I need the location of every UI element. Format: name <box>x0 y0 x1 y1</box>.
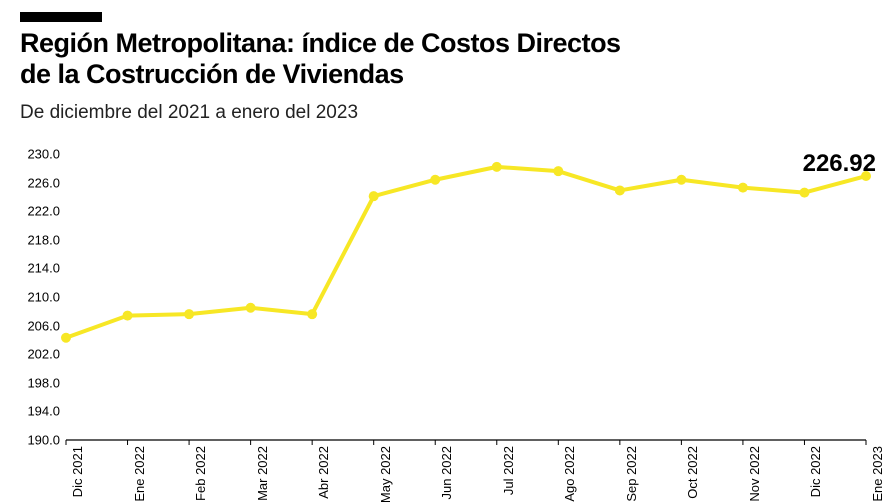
x-tick-label: Jul 2022 <box>501 446 516 495</box>
x-tick-label: Mar 2022 <box>255 446 270 501</box>
title-line-1: Región Metropolitana: índice de Costos D… <box>20 28 621 58</box>
title-line-2: de la Costrucción de Viviendas <box>20 59 404 89</box>
x-tick-label: Oct 2022 <box>685 446 700 499</box>
y-tick-label: 202.0 <box>27 347 60 362</box>
x-tick-label: Sep 2022 <box>624 446 639 502</box>
y-tick-label: 194.0 <box>27 404 60 419</box>
y-tick-label: 214.0 <box>27 261 60 276</box>
x-tick-label: Nov 2022 <box>747 446 762 502</box>
x-tick-label: May 2022 <box>378 446 393 503</box>
data-point <box>553 166 563 176</box>
data-point <box>738 183 748 193</box>
chart-subtitle: De diciembre del 2021 a enero del 2023 <box>20 102 876 124</box>
data-point <box>676 175 686 185</box>
data-point <box>799 188 809 198</box>
data-point <box>430 175 440 185</box>
y-tick-label: 222.0 <box>27 204 60 219</box>
y-tick-label: 190.0 <box>27 433 60 448</box>
x-tick-label: Ene 2022 <box>132 446 147 502</box>
x-tick-label: Ene 2023 <box>870 446 885 502</box>
y-tick-label: 198.0 <box>27 375 60 390</box>
x-tick-label: Abr 2022 <box>316 446 331 499</box>
data-point <box>246 303 256 313</box>
y-tick-label: 210.0 <box>27 290 60 305</box>
y-tick-label: 218.0 <box>27 232 60 247</box>
plot-area <box>66 150 866 440</box>
data-point <box>307 309 317 319</box>
y-tick-label: 230.0 <box>27 147 60 162</box>
x-tick-label: Jun 2022 <box>439 446 454 500</box>
final-value-callout: 226.92 <box>803 150 876 178</box>
chart-svg <box>66 150 866 440</box>
chart-title: Región Metropolitana: índice de Costos D… <box>20 28 876 90</box>
data-point <box>184 309 194 319</box>
y-tick-label: 206.0 <box>27 318 60 333</box>
x-axis: Dic 2021Ene 2022Feb 2022Mar 2022Abr 2022… <box>66 440 866 490</box>
data-point <box>123 311 133 321</box>
y-axis: 190.0194.0198.0202.0206.0210.0214.0218.0… <box>20 150 66 440</box>
x-tick-label: Dic 2021 <box>70 446 85 497</box>
chart-panel: Región Metropolitana: índice de Costos D… <box>0 0 896 504</box>
x-tick-label: Dic 2022 <box>808 446 823 497</box>
data-point <box>615 186 625 196</box>
y-tick-label: 226.0 <box>27 175 60 190</box>
data-point <box>492 162 502 172</box>
data-point <box>369 191 379 201</box>
accent-bar <box>20 12 102 22</box>
data-point <box>61 333 71 343</box>
x-tick-label: Ago 2022 <box>562 446 577 502</box>
x-tick-label: Feb 2022 <box>193 446 208 501</box>
chart-area: 190.0 194.0 198.0 202.0 206.0 210.0 214.0 218.0… <box>20 150 876 490</box>
